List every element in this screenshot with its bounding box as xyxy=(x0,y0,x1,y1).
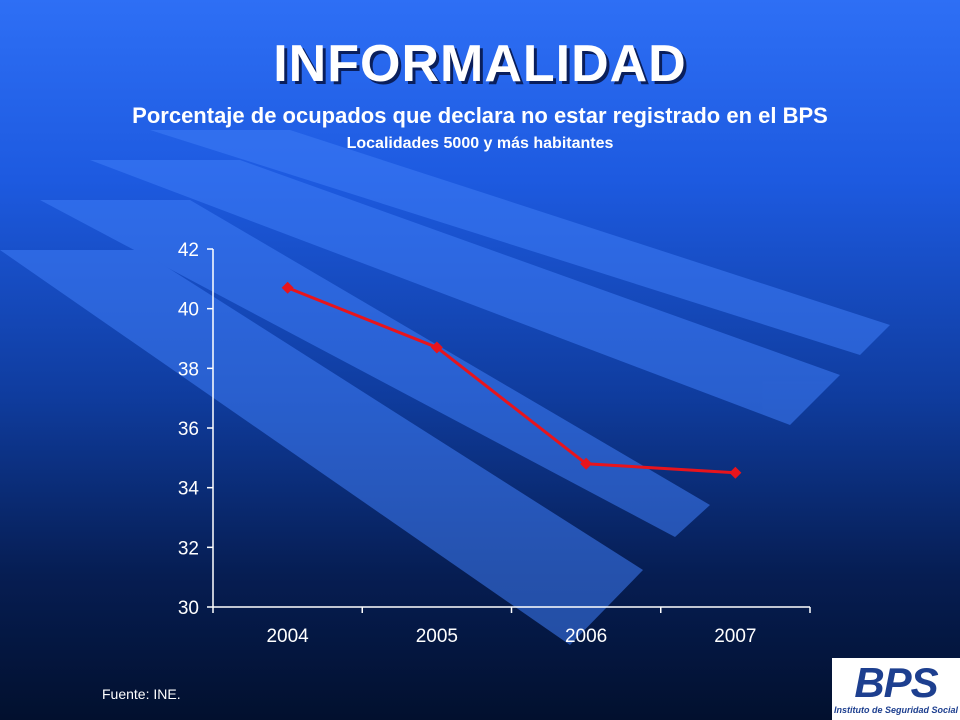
x-tick-label: 2007 xyxy=(714,626,756,647)
chart-subtitle: Porcentaje de ocupados que declara no es… xyxy=(132,103,828,128)
y-tick-label: 34 xyxy=(178,479,200,500)
y-tick-label: 38 xyxy=(178,359,199,380)
data-point-marker xyxy=(580,457,593,470)
data-point-marker xyxy=(281,281,294,294)
y-tick-label: 36 xyxy=(178,419,199,440)
slide-title: INFORMALIDAD xyxy=(273,35,687,93)
y-tick-label: 32 xyxy=(178,538,199,559)
y-tick-label: 42 xyxy=(178,240,199,261)
data-point-marker xyxy=(430,341,443,354)
bps-logo-mark: BPS xyxy=(854,659,938,706)
series-group xyxy=(281,281,742,479)
y-tick-label: 40 xyxy=(178,300,199,321)
x-tick-label: 2005 xyxy=(416,626,458,647)
series-line xyxy=(287,286,736,475)
bps-logo-text: Instituto de Seguridad Social xyxy=(833,705,958,715)
bps-logo: BPS Instituto de Seguridad Social xyxy=(832,658,960,720)
x-axis-ticks: 2004 2005 2006 2007 xyxy=(212,607,811,647)
source-note: Fuente: INE. xyxy=(102,686,181,702)
y-axis-ticks: 42 40 38 36 34 32 30 xyxy=(178,240,213,619)
x-tick-label: 2006 xyxy=(565,626,607,647)
x-tick-label: 2004 xyxy=(266,626,309,647)
y-tick-label: 30 xyxy=(178,598,199,619)
chart-axes xyxy=(212,249,810,608)
data-point-marker xyxy=(729,466,742,479)
chart-subtitle-secondary: Localidades 5000 y más habitantes xyxy=(346,135,614,152)
